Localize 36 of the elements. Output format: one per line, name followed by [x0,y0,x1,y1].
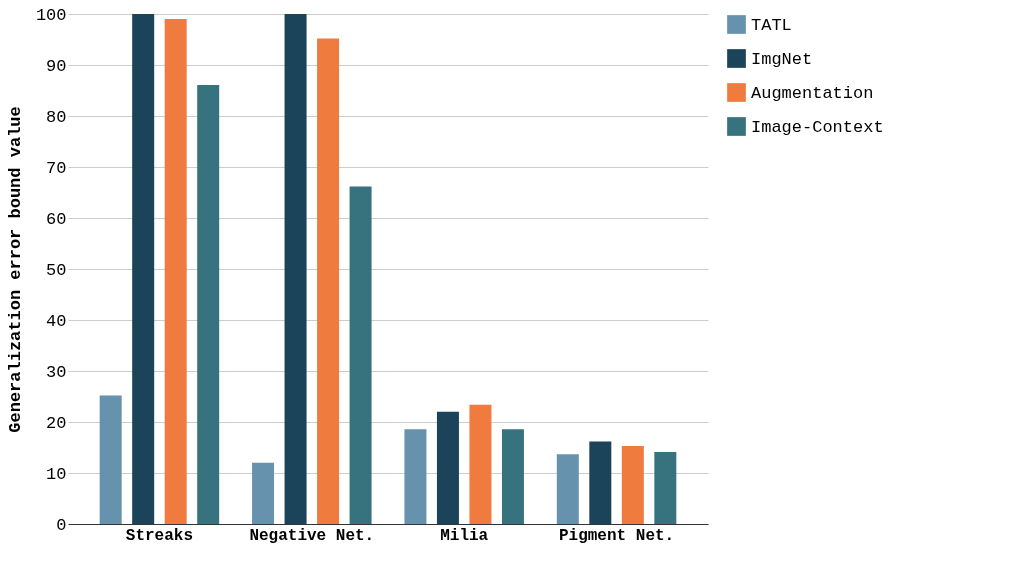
y-tick-label: 70 [46,158,67,178]
y-tick-label: 100 [35,5,67,25]
legend-label: Augmentation [751,83,874,103]
y-tick-label: 60 [46,209,67,229]
bar [164,19,187,524]
x-tick-label: Streaks [125,526,194,545]
y-tick-label: 50 [46,260,67,280]
y-tick-label: 90 [46,56,67,76]
y-tick-label: 20 [46,413,67,433]
legend-label: Image-Context [751,117,884,137]
bar [284,14,307,524]
y-axis-title: Generalization error bound value [5,106,25,433]
bar [317,38,340,524]
bar [99,395,122,524]
y-tick-label: 10 [46,464,67,484]
y-tick-label: 40 [46,311,67,331]
bar [589,441,612,524]
bar [556,454,579,524]
y-tick-label: 80 [46,107,67,127]
y-tick-label: 0 [56,515,67,535]
bar [469,404,492,524]
bar [404,429,427,524]
bar [349,186,372,524]
bar [252,462,275,524]
bar [501,429,524,524]
bar [436,411,459,524]
legend-label: ImgNet [751,49,813,69]
x-tick-label: Negative Net. [249,526,375,545]
bar [197,84,220,524]
bar [132,14,155,524]
bar [621,445,644,524]
y-tick-label: 30 [46,362,67,382]
legend-label: TATL [751,15,792,35]
x-tick-label: Milia [440,526,489,545]
x-tick-label: Pigment Net. [558,526,675,545]
bar [654,452,677,524]
